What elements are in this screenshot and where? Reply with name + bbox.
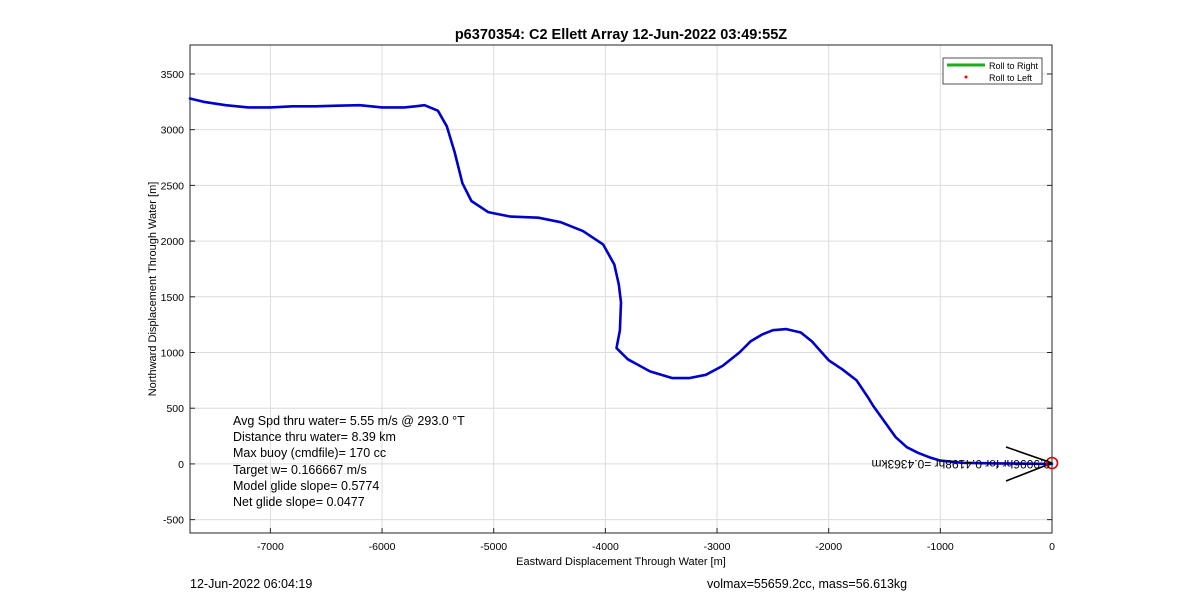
annotation-distance: Distance thru water= 8.39 km (233, 430, 396, 444)
x-tick-label: -6000 (369, 541, 396, 553)
y-tick-label: 3000 (161, 125, 185, 137)
legend-label-roll-right: Roll to Right (989, 61, 1039, 71)
axis-ticks: -7000 -6000 -5000 -4000 -3000 -2000 -1000 0-500… (161, 69, 1055, 553)
stats-annotation: Avg Spd thru water= 5.55 m/s @ 293.0 °T … (233, 414, 465, 509)
legend: Roll to Right Roll to Left (942, 57, 1043, 85)
x-tick-label: -7000 (257, 541, 284, 553)
footer-volmax-mass: volmax=55659.2cc, mass=56.613kg (707, 577, 908, 591)
y-tick-label: 3500 (161, 69, 185, 81)
end-point-circle (1045, 456, 1059, 470)
x-tick-label: -5000 (480, 541, 507, 553)
y-tick-label: 500 (166, 403, 184, 415)
y-tick-label: 0 (178, 459, 184, 471)
legend-swatch-roll-left (964, 75, 968, 79)
end-marker: 0.9096hr for 0.4198hr =0.4363km (872, 446, 1059, 482)
y-tick-label: 1000 (161, 348, 185, 360)
y-tick-label: 1500 (161, 292, 185, 304)
y-tick-label: 2000 (161, 236, 185, 248)
y-tick-label: -500 (163, 515, 184, 527)
annotation-net-glide: Net glide slope= 0.0477 (233, 495, 365, 509)
series-group (188, 97, 1054, 466)
y-axis-label: Northward Displacement Through Water [m] (147, 182, 159, 397)
annotation-target-w: Target w= 0.166667 m/s (233, 463, 367, 477)
series-line-0 (188, 97, 1054, 466)
x-axis-label: Eastward Displacement Through Water [m] (516, 556, 726, 568)
y-tick-label: 2500 (161, 180, 185, 192)
plot-area (189, 44, 1053, 534)
annotation-max-buoy: Max buoy (cmdfile)= 170 cc (233, 446, 386, 460)
x-tick-label: -4000 (592, 541, 619, 553)
annotation-model-glide: Model glide slope= 0.5774 (233, 479, 379, 493)
legend-box (942, 57, 1043, 85)
footer-timestamp: 12-Jun-2022 06:04:19 (190, 577, 313, 591)
chart-title: p6370354: C2 Ellett Array 12-Jun-2022 03… (455, 27, 787, 43)
end-label: 0.9096hr for 0.4198hr =0.4363km (872, 457, 1050, 471)
annotation-avg-speed: Avg Spd thru water= 5.55 m/s @ 293.0 °T (233, 414, 465, 428)
x-tick-label: -3000 (704, 541, 731, 553)
x-tick-label: -1000 (927, 541, 954, 553)
x-tick-label: -2000 (815, 541, 842, 553)
legend-label-roll-left: Roll to Left (989, 73, 1033, 83)
x-tick-label: 0 (1049, 541, 1055, 553)
